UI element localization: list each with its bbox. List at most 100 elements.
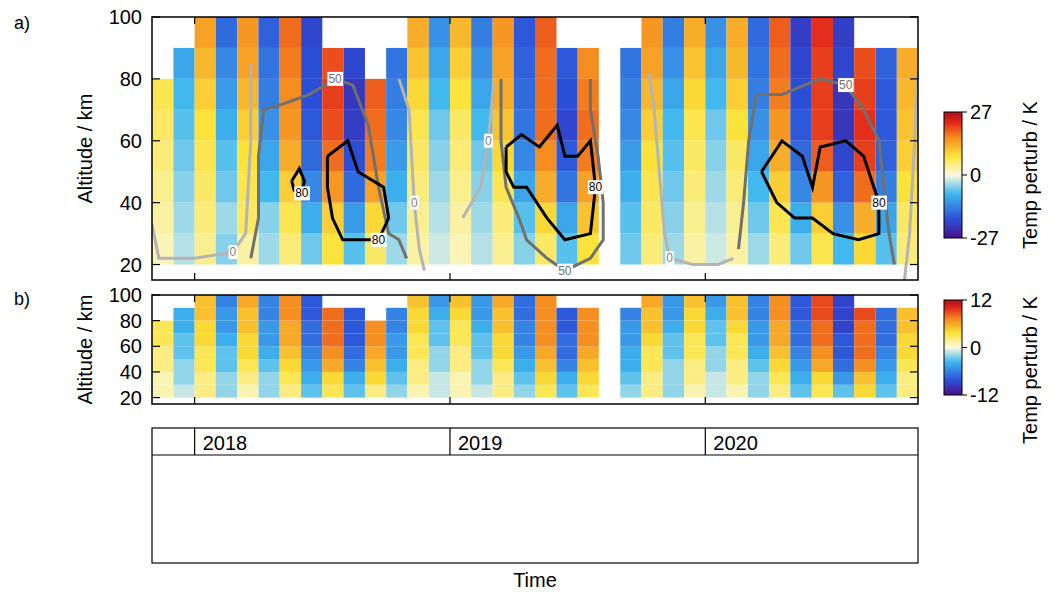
cell <box>322 172 343 203</box>
cell <box>876 359 897 372</box>
cell <box>663 48 684 79</box>
cell <box>620 141 641 172</box>
cell <box>833 48 854 79</box>
cell <box>258 234 279 265</box>
cell <box>237 17 258 48</box>
cell <box>535 321 556 334</box>
time-axis-box <box>152 428 918 563</box>
cell <box>705 17 726 48</box>
cell <box>769 385 790 398</box>
cell <box>812 234 833 265</box>
cell <box>450 295 471 308</box>
cell <box>620 385 641 398</box>
cell <box>258 372 279 385</box>
cell <box>450 48 471 79</box>
cell <box>365 372 386 385</box>
cell <box>705 172 726 203</box>
cell <box>429 359 450 372</box>
cell <box>471 295 492 308</box>
cell <box>237 79 258 110</box>
cell <box>769 308 790 321</box>
cell <box>833 203 854 234</box>
cell <box>514 385 535 398</box>
cell <box>280 234 301 265</box>
cell <box>854 385 875 398</box>
colorbar-title: Temp perturb / K <box>1019 295 1041 444</box>
cell <box>705 308 726 321</box>
cell <box>833 321 854 334</box>
tick-label: 60 <box>120 335 142 357</box>
cell <box>641 321 662 334</box>
cell <box>556 346 577 359</box>
cell <box>237 372 258 385</box>
cell <box>216 17 237 48</box>
cell <box>854 372 875 385</box>
cell <box>833 17 854 48</box>
colorbar-tick-label: 0 <box>970 337 981 359</box>
cell <box>705 110 726 141</box>
cell <box>748 203 769 234</box>
cell <box>216 141 237 172</box>
cell <box>535 385 556 398</box>
cell <box>790 234 811 265</box>
cell <box>195 234 216 265</box>
cell <box>216 346 237 359</box>
cell <box>301 203 322 234</box>
contour <box>463 85 494 218</box>
cell <box>471 203 492 234</box>
plot-area <box>152 17 918 280</box>
cell <box>450 372 471 385</box>
contour <box>905 73 918 280</box>
cell <box>322 372 343 385</box>
cell <box>301 234 322 265</box>
cell <box>897 385 918 398</box>
label-patch <box>484 134 493 148</box>
cell <box>365 359 386 372</box>
cell <box>216 203 237 234</box>
cell <box>705 359 726 372</box>
contour <box>501 79 603 271</box>
cell <box>727 203 748 234</box>
chart: 05080800050800508020406080100Altitude / … <box>0 0 1057 597</box>
cell <box>173 203 194 234</box>
cell <box>812 308 833 321</box>
cell <box>344 308 365 321</box>
cell <box>216 321 237 334</box>
cell <box>237 333 258 346</box>
cell <box>556 79 577 110</box>
cell <box>769 321 790 334</box>
tick <box>152 294 160 295</box>
cell <box>322 346 343 359</box>
cell <box>493 17 514 48</box>
cell <box>556 48 577 79</box>
cell <box>684 110 705 141</box>
tick <box>910 294 918 295</box>
cell <box>833 295 854 308</box>
cell <box>790 385 811 398</box>
tick <box>194 17 195 24</box>
cell <box>407 359 428 372</box>
plot-area <box>152 295 918 398</box>
cell <box>812 372 833 385</box>
cell <box>280 359 301 372</box>
cell <box>429 79 450 110</box>
cell <box>386 110 407 141</box>
cell <box>301 141 322 172</box>
cell <box>471 359 492 372</box>
cell <box>322 321 343 334</box>
cell <box>195 172 216 203</box>
cell <box>769 203 790 234</box>
cell <box>493 333 514 346</box>
cell <box>727 333 748 346</box>
cell <box>514 79 535 110</box>
colorbar-tick-label: 27 <box>970 101 992 123</box>
cell <box>705 79 726 110</box>
contour-label: 80 <box>589 180 603 194</box>
axis-title: Altitude / km <box>74 294 96 404</box>
colorbar-tick <box>962 300 967 301</box>
cell <box>493 308 514 321</box>
cell <box>812 48 833 79</box>
tick <box>194 295 195 302</box>
cell <box>450 17 471 48</box>
cell <box>578 333 599 346</box>
